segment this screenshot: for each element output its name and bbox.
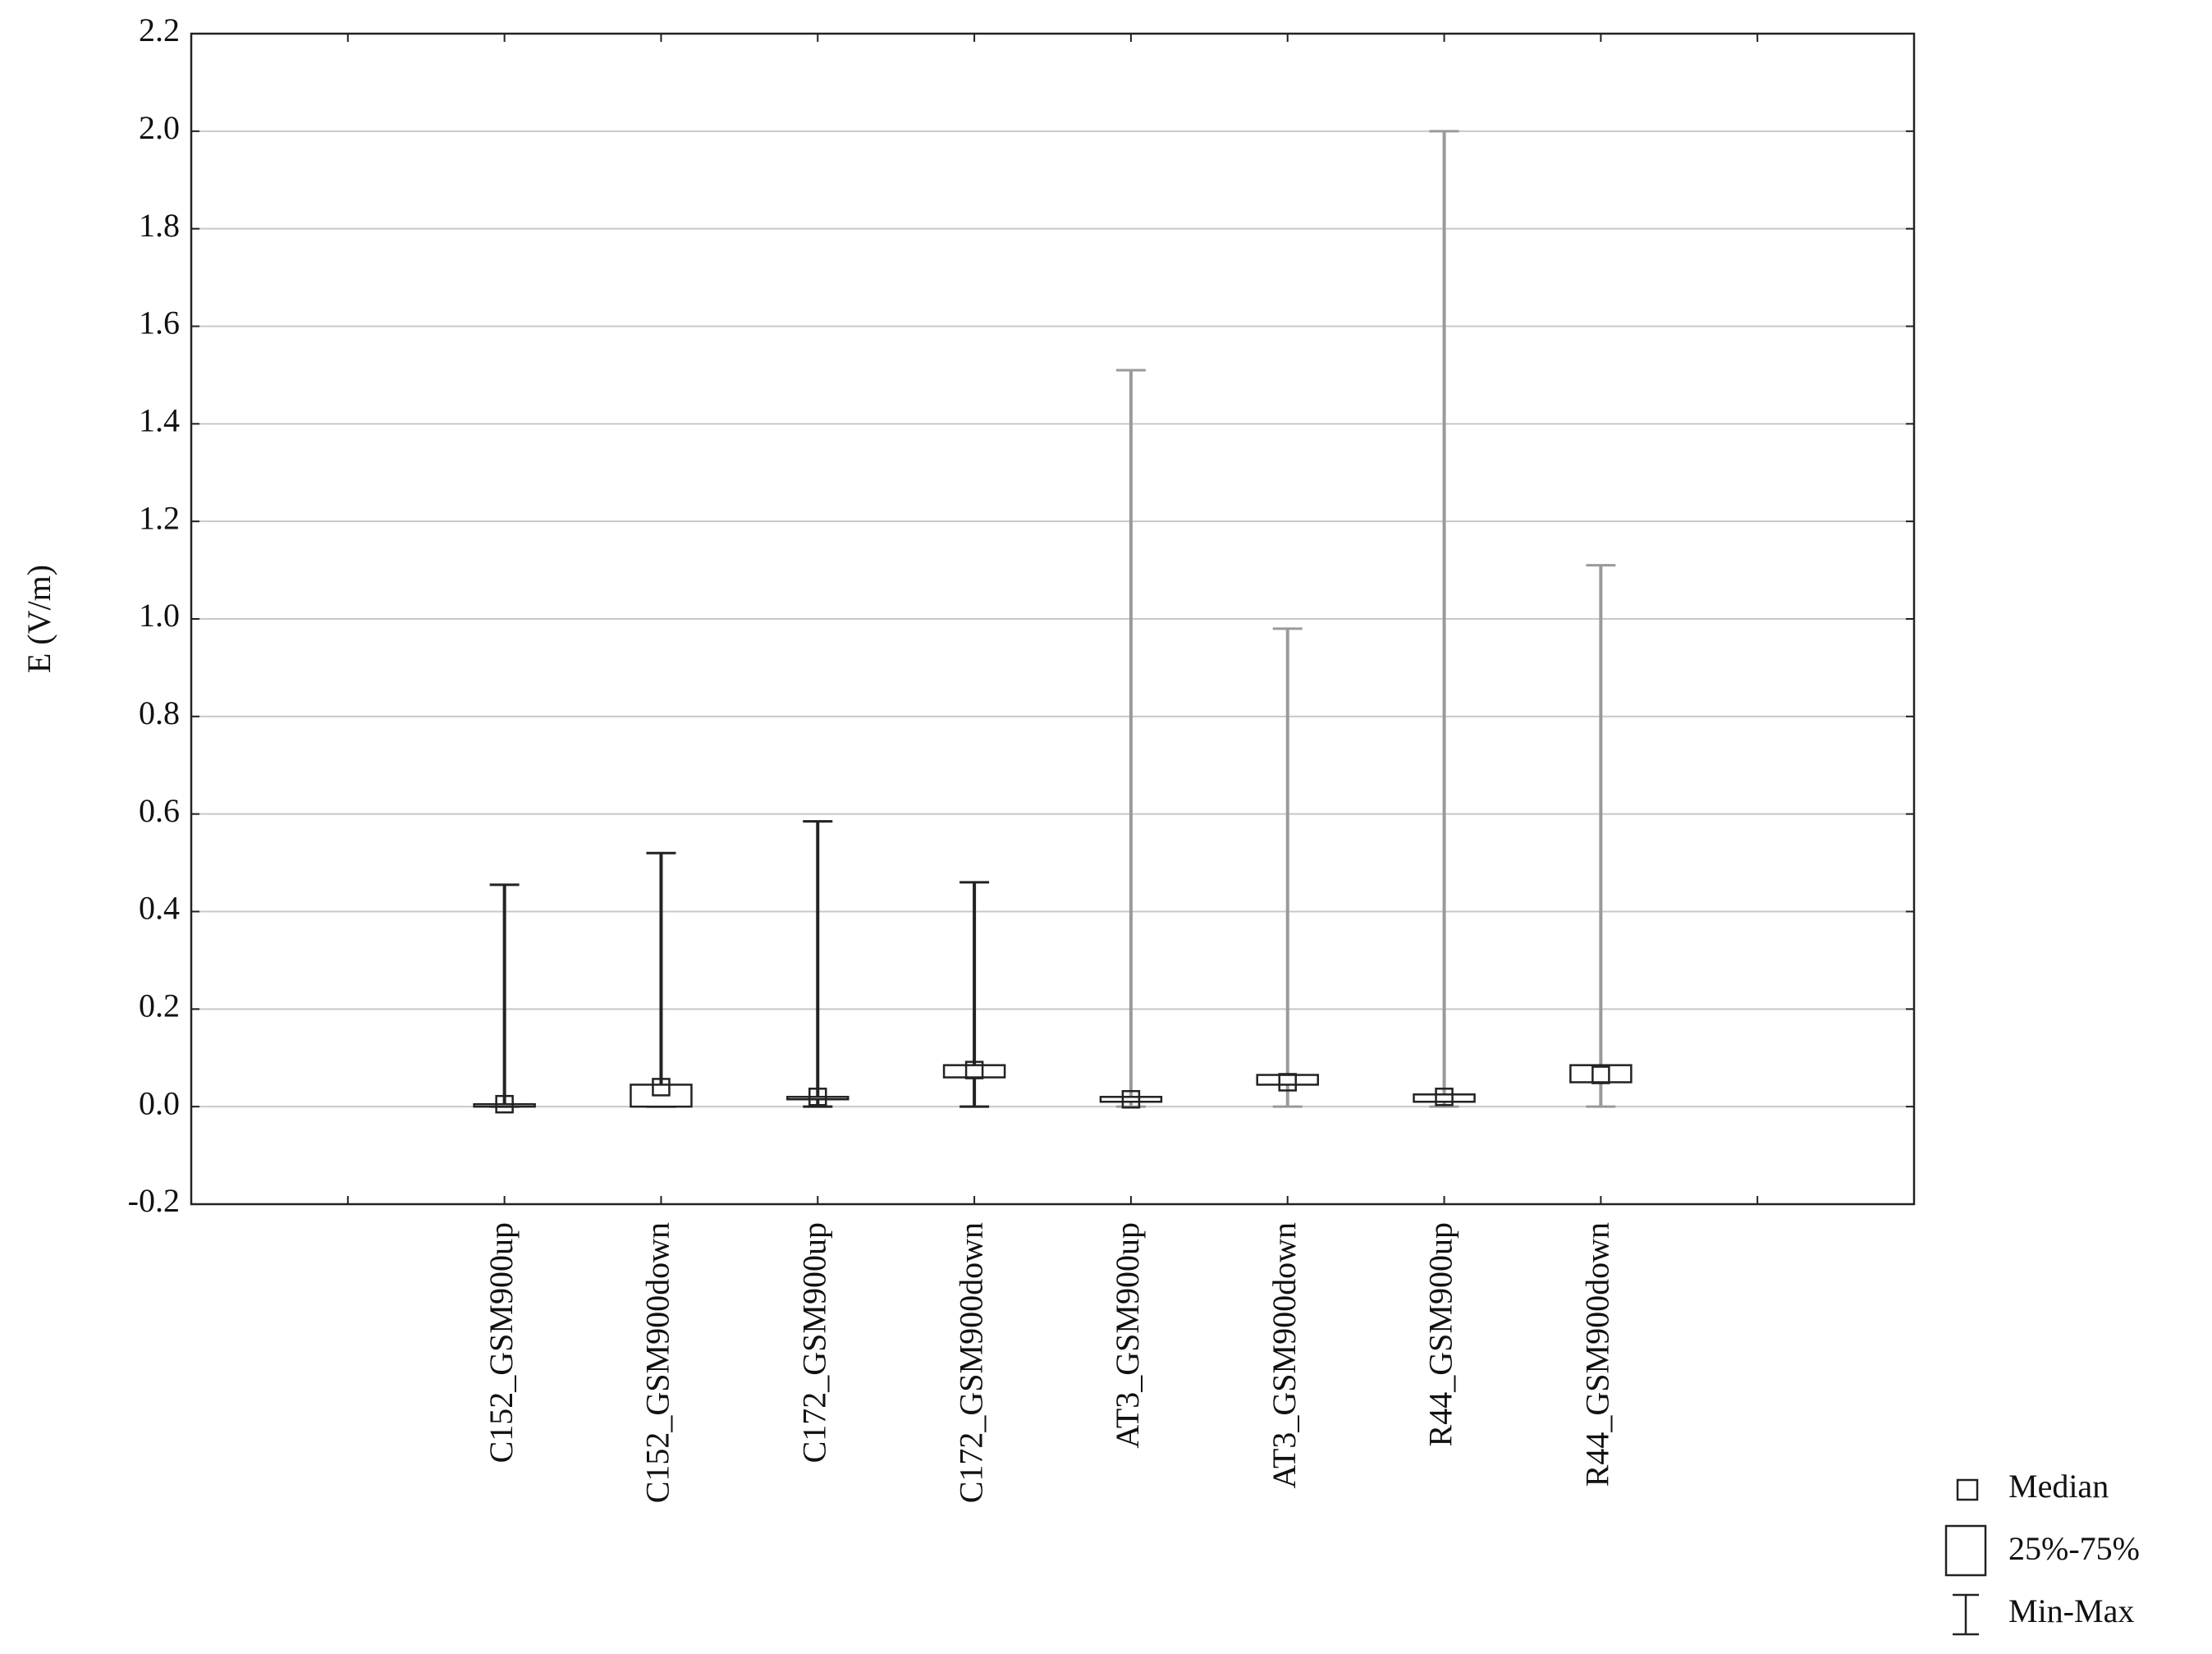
box (786, 1096, 850, 1101)
y-tick-label: -0.2 (128, 1182, 180, 1219)
y-tick-label: 0.8 (139, 694, 180, 731)
y-tick-label: 1.4 (139, 402, 180, 439)
y-tick-label: 0.2 (139, 987, 180, 1024)
x-tick-label: C172_GSM900down (952, 1222, 989, 1503)
plot-frame (190, 32, 1916, 1206)
median (964, 1061, 984, 1079)
box (473, 1102, 536, 1108)
median (495, 1094, 514, 1114)
legend-label: Min-Max (2008, 1592, 2134, 1629)
box (1256, 1074, 1319, 1086)
x-tick-label: AT3_GSM900up (1109, 1222, 1146, 1449)
y-axis-label: E (V/m) (21, 565, 57, 673)
y-tick-label: 1.8 (139, 207, 180, 244)
median (1121, 1090, 1141, 1109)
y-tick-label: 0.4 (139, 890, 180, 927)
median (1591, 1065, 1610, 1084)
y-tick-label: 1.2 (139, 499, 180, 536)
y-tick-label: 2.0 (139, 109, 180, 146)
legend-label: 25%-75% (2008, 1530, 2140, 1567)
y-tick-label: 0.6 (139, 792, 180, 829)
y-tick-label: 2.2 (139, 11, 180, 48)
y-tick-label: 1.0 (139, 597, 180, 634)
y-tick-label: 1.6 (139, 305, 180, 341)
box (942, 1064, 1006, 1079)
x-tick-label: R44_GSM900down (1579, 1222, 1616, 1487)
box (1099, 1096, 1163, 1103)
median (1435, 1088, 1454, 1106)
x-tick-label: C152_GSM900down (639, 1222, 676, 1503)
legend-median-icon (1956, 1478, 1979, 1501)
box (630, 1084, 693, 1108)
legend-box-icon (1944, 1524, 1987, 1577)
x-tick-label: R44_GSM900up (1422, 1222, 1459, 1446)
median (652, 1078, 671, 1097)
median (1278, 1073, 1297, 1092)
median (808, 1088, 827, 1106)
x-tick-label: C152_GSM900up (483, 1222, 520, 1463)
legend-label: Median (2008, 1468, 2109, 1505)
box (1413, 1093, 1476, 1103)
x-tick-label: AT3_GSM900down (1266, 1222, 1303, 1488)
x-tick-label: C172_GSM900up (795, 1222, 832, 1463)
y-tick-label: 0.0 (139, 1084, 180, 1121)
